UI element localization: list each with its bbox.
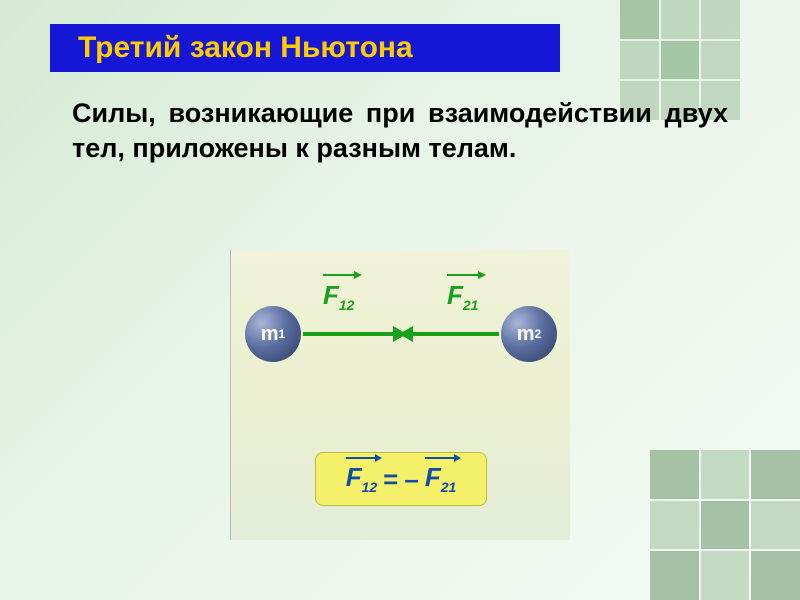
decor-grid-bottom [650, 450, 800, 600]
equation-box: F12=–F21 [315, 452, 487, 506]
title-bar: Третий закон Ньютона [50, 24, 560, 72]
force-arrow-1 [303, 332, 395, 336]
minus-sign: – [404, 464, 418, 495]
mass-sphere-1: m1 [245, 306, 301, 362]
equation-term: F12 [346, 462, 377, 495]
force-label-2: F21 [447, 280, 478, 313]
slide-title: Третий закон Ньютона [78, 31, 413, 65]
body-paragraph: Силы, возникающие при взаимодействии дву… [72, 96, 728, 165]
mass-sphere-2: m2 [501, 306, 557, 362]
force-arrow-head-2 [399, 326, 413, 342]
equals-sign: = [383, 464, 398, 495]
equation-term: F21 [425, 462, 456, 495]
force-arrow-2 [411, 332, 499, 336]
physics-diagram: m1m2F12F21F12=–F21 [230, 250, 570, 540]
force-label-1: F12 [323, 280, 354, 313]
